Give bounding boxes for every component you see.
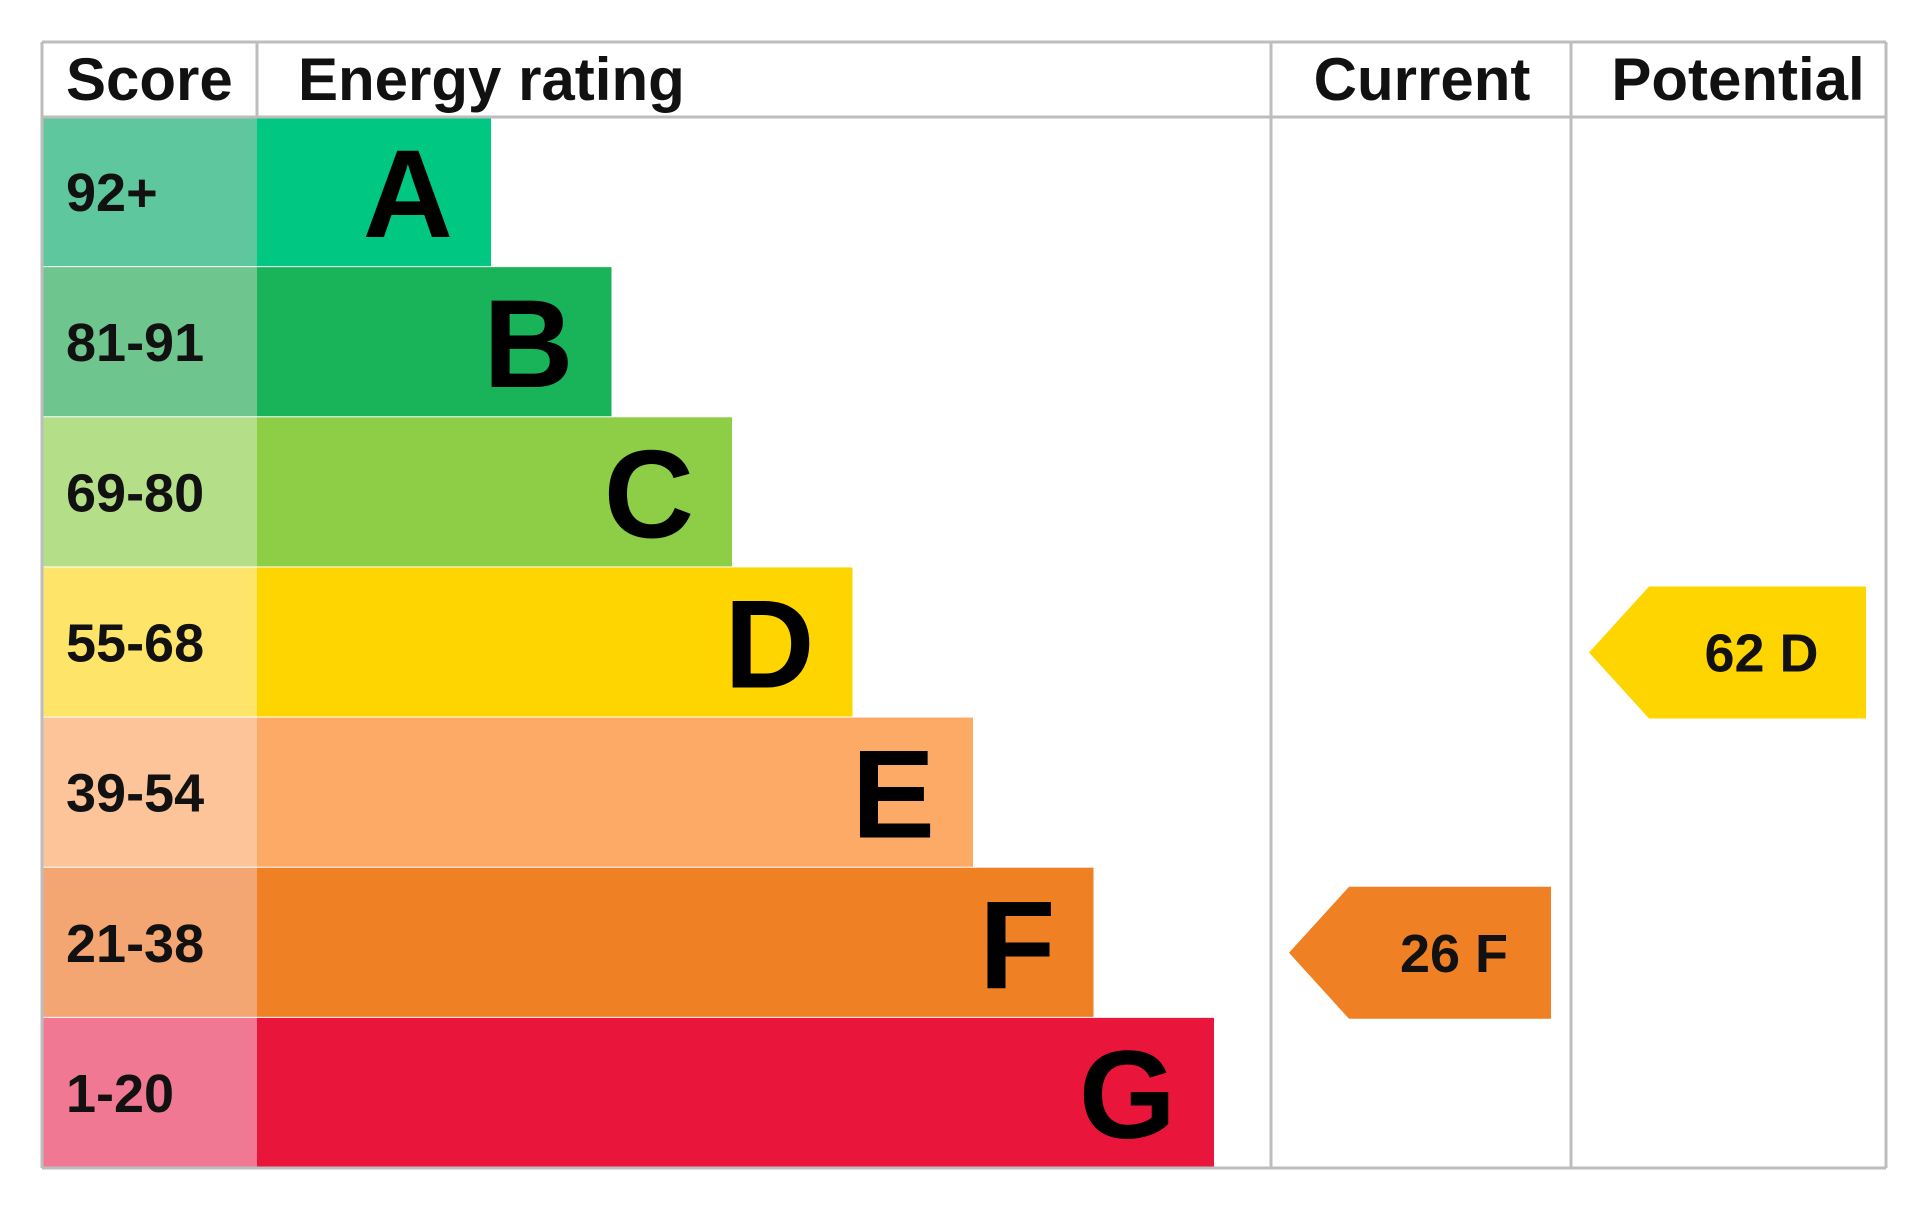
table-grid <box>40 40 1888 1170</box>
score-cell-e <box>42 717 257 867</box>
rating-letter-f: F <box>979 876 1055 1015</box>
score-label-f: 21-38 <box>66 914 204 974</box>
rating-letter-d: D <box>724 576 814 715</box>
rating-bar-c <box>257 417 732 567</box>
rating-arrows: 26 F 62 D <box>1289 586 1866 1019</box>
potential-arrow <box>1589 586 1866 719</box>
score-label-c: 69-80 <box>66 463 204 523</box>
rating-bar-f <box>257 867 1094 1017</box>
rating-bar-g <box>257 1017 1214 1167</box>
rating-bar-b <box>257 267 612 417</box>
rating-letter-e: E <box>852 726 935 865</box>
rating-letter-c: C <box>604 425 694 564</box>
header-current: Current <box>1314 46 1531 113</box>
header-energy-rating: Energy rating <box>298 46 685 113</box>
score-cell-g <box>42 1017 257 1167</box>
current-arrow-label: 26 F <box>1400 924 1508 984</box>
potential-arrow-label: 62 D <box>1704 624 1818 684</box>
rating-letter-b: B <box>483 275 573 414</box>
rating-bar-e <box>257 717 973 867</box>
rating-letter-a: A <box>363 125 453 264</box>
score-label-b: 81-91 <box>66 313 204 373</box>
score-label-a: 92+ <box>66 163 158 223</box>
score-cell-f <box>42 867 257 1017</box>
score-cell-c <box>42 417 257 567</box>
score-cell-a <box>42 117 257 267</box>
rating-letter-g: G <box>1079 1026 1176 1165</box>
score-cell-d <box>42 567 257 717</box>
rating-bar-d <box>257 567 853 717</box>
score-label-d: 55-68 <box>66 614 204 674</box>
current-arrow <box>1289 886 1551 1019</box>
header-score: Score <box>66 46 233 113</box>
score-label-e: 39-54 <box>66 764 204 824</box>
rating-bands: 92+ A 81-91 B 69-80 C 55-68 D 39-54 E 21-38 F 1-20 G <box>42 117 1214 1167</box>
score-label-g: 1-20 <box>66 1064 174 1124</box>
score-cell-b <box>42 267 257 417</box>
rating-bar-a <box>257 117 491 267</box>
header-potential: Potential <box>1611 46 1864 113</box>
